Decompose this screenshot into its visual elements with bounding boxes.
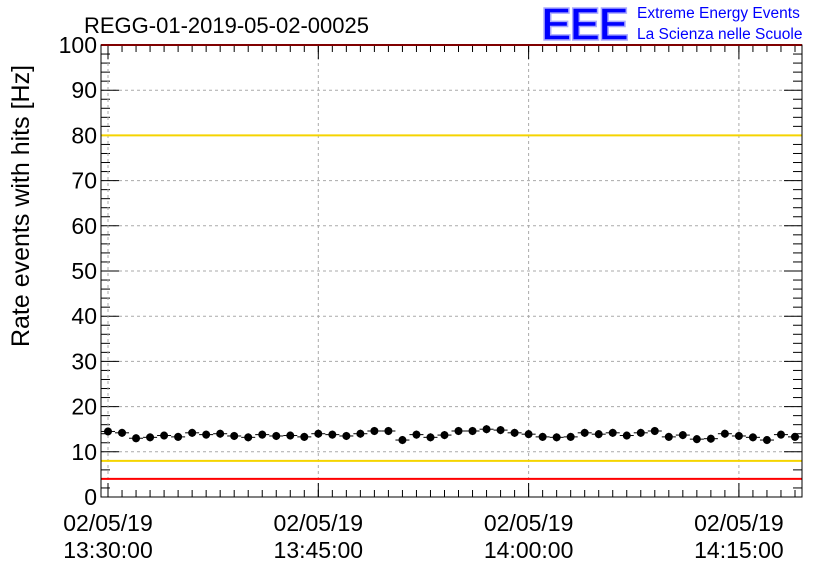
- data-point: [524, 430, 533, 439]
- data-point: [258, 430, 267, 439]
- y-tick-label: 80: [71, 122, 97, 148]
- data-point: [216, 429, 225, 438]
- data-point: [440, 431, 449, 440]
- data-point: [678, 431, 687, 440]
- data-point: [496, 426, 505, 435]
- data-point: [776, 430, 785, 439]
- data-point: [748, 433, 757, 442]
- y-axis-title: Rate events with hits [Hz]: [7, 65, 35, 347]
- data-point: [160, 431, 169, 440]
- x-tick-time-label: 14:15:00: [694, 537, 784, 563]
- x-tick-time-label: 14:00:00: [484, 537, 574, 563]
- data-point: [762, 436, 771, 445]
- plot-frame-top: [100, 44, 803, 498]
- y-tick-label: 0: [84, 484, 97, 510]
- y-tick-label: 90: [71, 77, 97, 103]
- data-point: [454, 427, 463, 436]
- data-point: [580, 428, 589, 437]
- data-point: [132, 434, 141, 443]
- y-tick-label: 100: [59, 32, 97, 58]
- data-point: [692, 435, 701, 444]
- data-point: [622, 431, 631, 440]
- data-point: [244, 433, 253, 442]
- data-point: [566, 432, 575, 441]
- logo-subtitle-line2: La Scienza nelle Scuole: [637, 26, 802, 43]
- x-tick-time-label: 13:45:00: [274, 537, 364, 563]
- x-tick-date-label: 02/05/19: [274, 510, 364, 536]
- data-point: [664, 432, 673, 441]
- data-point: [328, 430, 337, 439]
- data-point: [286, 431, 295, 440]
- x-tick-date-label: 02/05/19: [63, 510, 153, 536]
- data-point: [230, 431, 239, 440]
- y-tick-label: 70: [71, 168, 97, 194]
- data-point: [482, 425, 491, 434]
- data-point: [552, 433, 561, 442]
- data-point: [412, 430, 421, 439]
- data-point: [384, 427, 393, 436]
- chart-title: REGG-01-2019-05-02-00025: [84, 13, 369, 38]
- data-point: [720, 429, 729, 438]
- y-tick-label: 50: [71, 258, 97, 284]
- x-tick-date-label: 02/05/19: [484, 510, 574, 536]
- data-point: [790, 432, 799, 441]
- data-point: [314, 429, 323, 438]
- data-point: [146, 433, 155, 442]
- y-tick-label: 20: [71, 394, 97, 420]
- data-point: [188, 428, 197, 437]
- data-point: [398, 436, 407, 445]
- data-point: [426, 433, 435, 442]
- logo-subtitle-line1: Extreme Energy Events: [637, 5, 800, 22]
- data-point: [118, 428, 127, 437]
- data-point: [650, 427, 659, 436]
- data-point: [342, 431, 351, 440]
- y-tick-label: 40: [71, 303, 97, 329]
- data-point: [370, 427, 379, 436]
- data-point: [356, 429, 365, 438]
- data-point: [538, 432, 547, 441]
- data-point: [608, 428, 617, 437]
- data-point: [706, 434, 715, 443]
- x-tick-time-label: 13:30:00: [63, 537, 153, 563]
- eee-logo: EEE: [541, 0, 627, 50]
- y-tick-label: 30: [71, 348, 97, 374]
- data-point: [636, 428, 645, 437]
- data-point: [468, 427, 477, 436]
- y-tick-label: 60: [71, 213, 97, 239]
- data-point: [594, 430, 603, 439]
- data-point: [174, 432, 183, 441]
- x-tick-date-label: 02/05/19: [694, 510, 784, 536]
- y-tick-label: 10: [71, 439, 97, 465]
- data-point: [202, 430, 211, 439]
- plot-area: 010203040506070809010002/05/1913:30:0002…: [59, 32, 803, 563]
- data-point: [104, 427, 113, 436]
- data-point: [734, 431, 743, 440]
- data-point: [300, 432, 309, 441]
- data-point: [272, 431, 281, 440]
- data-point: [510, 428, 519, 437]
